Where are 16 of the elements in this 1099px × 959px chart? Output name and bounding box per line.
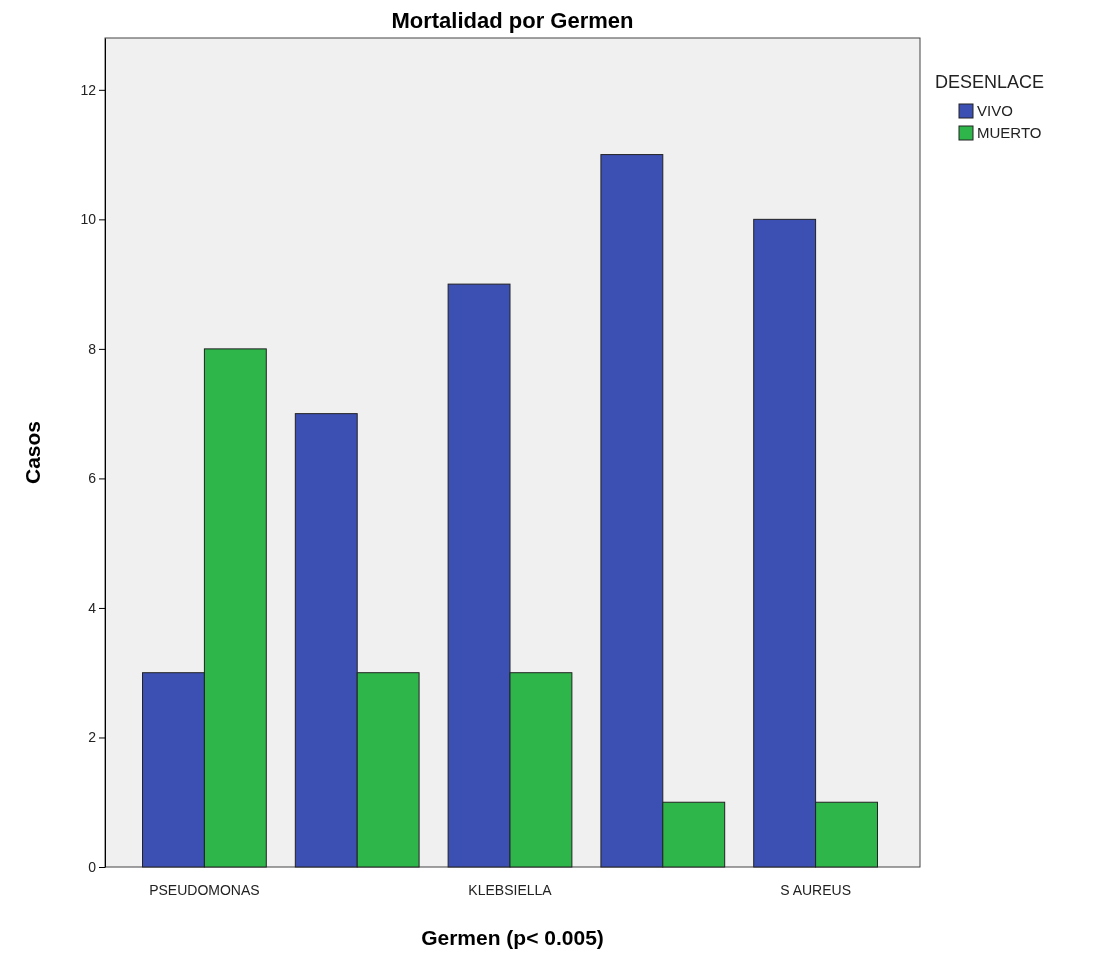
y-tick-label: 2 [88, 729, 97, 746]
x-tick-label: PSEUDOMONAS [149, 881, 260, 898]
legend-title: DESENLACE [935, 72, 1045, 92]
y-axis-title: Casos [21, 420, 44, 485]
y-tick-label: 0 [88, 858, 97, 875]
legend-label: VIVO [977, 102, 1013, 119]
legend-label: MUERTO [977, 124, 1042, 141]
y-tick-label: 6 [88, 470, 97, 487]
x-tick-label: KLEBSIELLA [468, 881, 553, 898]
y-tick-label: 8 [88, 340, 97, 357]
y-tick-label: 4 [88, 599, 97, 616]
x-axis-title: Germen (p< 0.005) [421, 926, 604, 949]
chart-title: Mortalidad por Germen [391, 8, 634, 33]
y-tick-label: 10 [80, 211, 97, 228]
x-tick-label: S AUREUS [780, 881, 852, 898]
y-tick-label: 12 [80, 81, 97, 98]
